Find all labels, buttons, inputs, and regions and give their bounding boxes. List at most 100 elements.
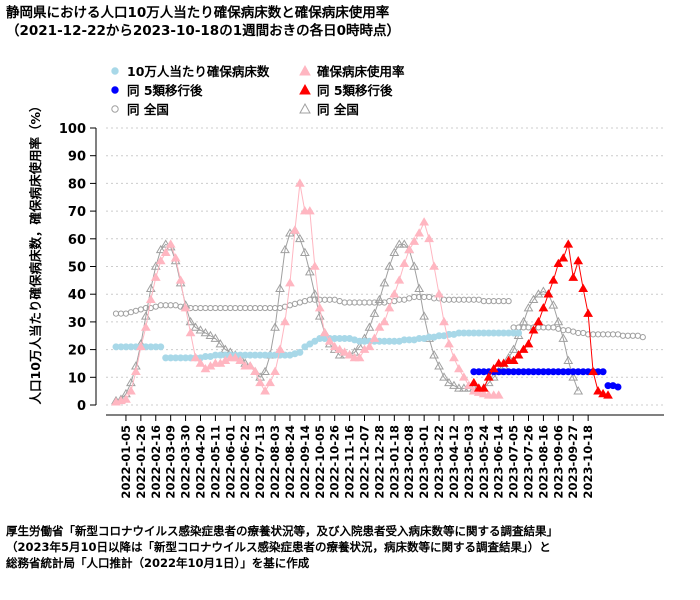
data-point xyxy=(389,289,400,298)
data-point xyxy=(195,325,206,334)
data-point xyxy=(465,296,472,303)
data-point xyxy=(262,304,269,312)
data-point xyxy=(478,388,489,398)
legend-item: 同 全国 xyxy=(299,102,359,117)
data-point xyxy=(260,366,270,376)
data-point xyxy=(588,366,598,376)
data-point xyxy=(157,343,165,351)
data-point xyxy=(419,311,430,320)
data-point xyxy=(490,298,497,305)
data-point xyxy=(550,324,557,331)
data-point xyxy=(336,298,343,305)
data-point xyxy=(573,386,584,395)
data-point xyxy=(135,341,146,351)
y-tick-label: 80 xyxy=(68,177,86,192)
y-tick-label: 10 xyxy=(68,371,86,386)
data-point xyxy=(232,304,239,312)
x-tick-label: 2022-03-30 xyxy=(179,425,193,499)
data-point xyxy=(399,239,410,248)
data-point xyxy=(304,206,315,215)
data-point xyxy=(565,327,572,334)
data-point xyxy=(197,304,204,312)
source-note: 厚生労働省「新型コロナウイルス感染症患者の療養状況等，及び入院患者受入病床数等に… xyxy=(6,523,558,571)
data-point xyxy=(528,325,539,334)
legend-marker xyxy=(111,86,119,94)
x-tick-label: 2023-04-12 xyxy=(447,425,461,499)
x-tick-label: 2022-08-24 xyxy=(283,425,297,499)
data-point xyxy=(414,283,425,292)
data-point xyxy=(598,388,608,398)
data-point xyxy=(354,341,365,351)
data-point xyxy=(356,299,363,306)
data-point xyxy=(217,304,224,312)
data-point xyxy=(150,272,161,281)
data-point xyxy=(485,298,492,305)
x-tick-label: 2022-06-22 xyxy=(238,425,252,499)
data-point xyxy=(460,296,467,303)
data-point xyxy=(295,178,305,187)
x-tick-label: 2023-09-27 xyxy=(566,425,580,499)
data-point xyxy=(470,296,477,303)
data-point xyxy=(331,296,338,303)
data-point xyxy=(513,350,524,359)
legend-label: 同 5類移行後 xyxy=(127,83,203,98)
data-point xyxy=(455,296,463,303)
data-point xyxy=(593,386,603,395)
data-point xyxy=(515,329,523,337)
data-point xyxy=(366,299,373,306)
data-point xyxy=(361,299,368,306)
data-point xyxy=(334,344,345,353)
data-point xyxy=(341,299,348,306)
data-point xyxy=(604,331,612,338)
data-point xyxy=(429,261,439,270)
data-point xyxy=(409,261,420,270)
data-point xyxy=(155,255,166,265)
legend-label: 10万人当たり確保病床数 xyxy=(127,64,270,79)
data-point xyxy=(369,308,380,317)
data-point xyxy=(237,304,244,312)
data-point xyxy=(122,310,130,317)
data-point xyxy=(207,304,214,312)
series-beds_before xyxy=(112,329,523,362)
data-point xyxy=(573,255,584,265)
data-point xyxy=(286,302,294,309)
data-point xyxy=(250,366,261,376)
data-point xyxy=(145,283,156,292)
data-point xyxy=(419,217,430,226)
x-tick-label: 2022-06-01 xyxy=(223,425,237,499)
data-point xyxy=(157,302,164,309)
data-point xyxy=(583,308,594,317)
data-point xyxy=(299,247,310,256)
data-point xyxy=(296,348,304,356)
data-point xyxy=(429,350,439,359)
y-tick-label: 90 xyxy=(68,150,86,165)
data-point xyxy=(563,355,574,364)
data-point xyxy=(629,332,636,339)
data-point xyxy=(406,295,413,302)
data-point xyxy=(242,304,249,312)
data-point xyxy=(424,233,434,243)
data-point xyxy=(150,261,161,270)
data-point xyxy=(160,239,171,248)
x-tick-label: 2023-02-08 xyxy=(402,425,416,499)
data-point xyxy=(155,244,166,254)
data-point xyxy=(131,366,141,376)
y-tick-label: 100 xyxy=(59,122,86,137)
x-tick-label: 2022-01-05 xyxy=(119,425,133,499)
data-point xyxy=(533,289,544,298)
y-axis-label: 人口10万人当たり確保病床数，確保病床使用率（%） xyxy=(28,100,43,405)
data-point xyxy=(553,258,564,268)
data-point xyxy=(473,387,484,396)
legend-marker xyxy=(299,102,311,114)
data-point xyxy=(280,316,290,326)
x-tick-label: 2022-02-16 xyxy=(149,425,163,499)
data-point xyxy=(364,341,375,351)
data-point xyxy=(508,344,519,353)
data-point xyxy=(445,296,453,303)
data-point xyxy=(480,298,487,305)
data-point xyxy=(304,267,315,276)
data-point xyxy=(351,299,358,306)
data-point xyxy=(296,299,303,306)
data-point xyxy=(396,296,403,303)
data-point xyxy=(165,239,176,248)
